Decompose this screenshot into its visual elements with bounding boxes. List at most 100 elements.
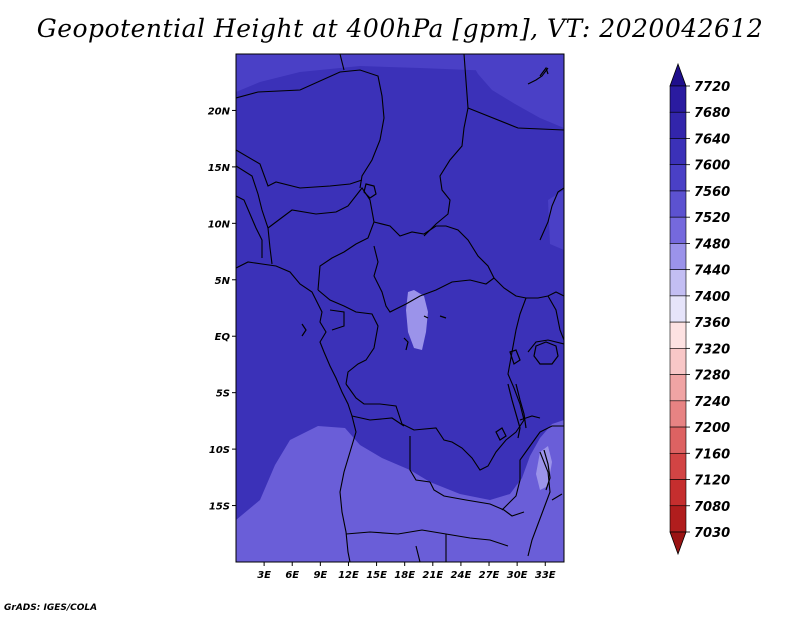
border-drc-west [345,297,527,471]
border-nigeria [267,187,375,291]
lat-tick-label: EQ [215,332,231,343]
colorbar-swatch [669,426,687,454]
colorbar-swatch [669,111,687,139]
longitude-axis: 3E 6E 9E 12E 15E 18E 21E 24E 27E 30E 33E [257,562,556,581]
lon-tick-label: 27E [479,570,500,581]
border-northwest-a [236,149,363,189]
border-east-c [527,339,564,353]
border-angola [351,415,525,517]
lake-inland-a [403,337,409,351]
contour-southeast-lake [536,446,552,490]
lon-tick-label: 30E [507,570,528,581]
lon-tick-label: 3E [257,570,271,581]
colorbar-swatch [669,190,687,218]
colorbar-swatch [669,321,687,349]
lat-tick-label: 15N [208,163,231,174]
border-northwest-b [236,165,273,265]
border-north-b [339,54,345,71]
latitude-axis: 20N 15N 10N 5N EQ 5S 10S 15S [208,106,236,513]
colorbar-label: 7520 [694,211,730,226]
lon-tick-label: 12E [338,570,359,581]
colorbar-swatch [669,216,687,244]
lon-tick-label: 18E [394,570,415,581]
border-north-a [236,69,385,189]
lake-malawi [543,449,551,491]
colorbar-swatch [669,348,687,375]
lon-tick-label: 24E [451,570,472,581]
lon-tick-label: 15E [366,570,387,581]
contour-southwest-highlands [236,420,564,562]
colorbar-swatch [669,374,687,402]
border-east-d [519,415,563,557]
colorbar-swatch [669,85,687,113]
lake-inland-c [301,323,307,337]
border-car [373,245,495,313]
colorbar-swatch [669,479,687,507]
border-east-b [547,295,564,341]
lat-tick-label: 5N [215,276,231,287]
lake-mweru [495,427,507,441]
contour-field [236,54,564,562]
border-northeast [467,107,564,131]
lake-inland-d [423,315,429,319]
border-zambia [501,425,564,511]
colorbar-label: 7560 [694,185,730,200]
border-congo-a [317,289,379,385]
contour-lake-region [406,290,428,350]
colorbar-swatch [669,452,687,480]
lake-northeast [539,66,549,77]
colorbar-label: 7080 [694,500,730,515]
lakes [301,66,559,491]
lake-inland-b [439,315,447,319]
border-west-c [236,195,263,258]
colorbar-label: 7030 [694,526,730,541]
colorbar-label: 7240 [694,395,730,410]
lon-tick-label: 6E [285,570,299,581]
border-north-c [423,54,469,237]
colorbar-label: 7160 [694,447,730,462]
colorbar-swatch [669,505,687,533]
lon-tick-label: 9E [313,570,327,581]
colorbar-label: 7640 [694,132,730,147]
colorbar-label: 7120 [694,474,730,489]
lat-tick-label: 5S [216,389,230,400]
colorbar-swatch [669,269,687,297]
lake-kivu [509,349,521,365]
colorbar-label: 7360 [694,316,730,331]
colorbar-swatch [669,400,687,428]
colorbar-label: 7400 [694,290,730,305]
colorbar-label: 7680 [694,106,730,121]
lat-tick-label: 10N [208,219,231,230]
colorbar-swatch [669,295,687,323]
contour-east-band [548,190,564,250]
colorbar-label: 7320 [694,342,730,357]
colorbar-label: 7600 [694,159,730,174]
colorbar-bottom-triangle [669,531,687,556]
colorbar-label: 7720 [694,80,730,95]
lon-tick-label: 33E [535,570,556,581]
colorbar-swatch [669,243,687,270]
border-south [345,529,509,562]
country-borders [236,54,564,562]
border-east-a [539,187,564,241]
lake-victoria [533,341,559,365]
lat-tick-label: 10S [209,445,230,456]
coastline-west [236,261,357,562]
lake-chad [363,183,377,199]
colorbar-label: 7440 [694,264,730,279]
border-congo-b [329,309,345,331]
border-cameroon [373,221,527,299]
colorbar-swatch [669,164,687,192]
colorbar-swatch [669,138,687,166]
colorbar-label: 7280 [694,369,730,384]
lake-tanganyika [507,383,527,439]
colorbar-top-triangle [669,62,687,87]
lon-tick-label: 21E [422,570,443,581]
colorbar-label: 7200 [694,421,730,436]
grads-credit: GrADS: IGES/COLA [4,603,98,613]
lat-tick-label: 20N [208,106,231,117]
colorbar-label: 7480 [694,237,730,252]
colorbar: 7720 7680 7640 7600 7560 7520 7480 7440 7400 7360… [669,62,730,556]
lat-tick-label: 15S [209,502,230,513]
